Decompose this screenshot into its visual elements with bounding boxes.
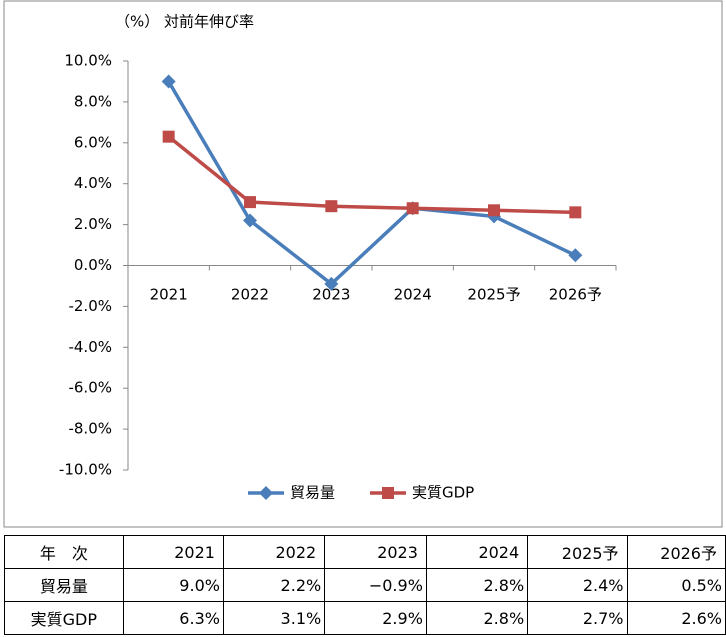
legend-label: 実質GDP — [412, 484, 474, 502]
data-table: 年 次 2021 2022 2023 2024 2025予 2026予 貿易量 9.0% 2.2%… — [4, 535, 726, 635]
table-cell: 6.3% — [122, 601, 224, 635]
y-tick-label: -10.0% — [59, 461, 112, 479]
x-tick-label: 2024 — [394, 286, 432, 304]
table-cell: 2023 — [324, 535, 427, 569]
table-cell: 2.4% — [527, 568, 628, 602]
x-tick-label: 2021 — [150, 286, 188, 304]
chart: （%） 対前年伸び率 10.0% 8.0% 6.0% 4.0% 2.0% 0.0% -2.0… — [3, 0, 723, 528]
table-row: 貿易量 9.0% 2.2% −0.9% 2.8% 2.4% 0.5% — [4, 568, 726, 602]
data-point — [244, 196, 256, 209]
y-tick-label: 6.0% — [74, 133, 112, 151]
y-tick-label: -6.0% — [68, 379, 112, 397]
table-cell: 貿易量 — [4, 568, 124, 602]
table-cell: 2.7% — [527, 601, 628, 635]
table-row: 実質GDP 6.3% 3.1% 2.9% 2.8% 2.7% 2.6% — [4, 601, 726, 635]
table-cell: 2.2% — [222, 568, 326, 602]
series-line — [167, 135, 576, 215]
data-point — [568, 248, 583, 263]
y-tick-label: -8.0% — [68, 420, 112, 438]
table-cell: −0.9% — [324, 568, 427, 602]
data-point — [488, 204, 500, 217]
chart-frame — [3, 0, 723, 528]
table-cell: 9.0% — [122, 568, 224, 602]
series-line — [167, 80, 577, 287]
table-cell: 0.5% — [626, 568, 726, 602]
table-cell: 2.8% — [425, 601, 529, 635]
y-tick-label: 4.0% — [74, 174, 112, 192]
x-tick-label: 2026予 — [549, 286, 602, 304]
table-row: 年 次 2021 2022 2023 2024 2025予 2026予 — [4, 535, 726, 569]
table-cell: 実質GDP — [4, 601, 124, 635]
data-point — [162, 130, 175, 143]
table-cell: 2025予 — [527, 535, 628, 569]
y-tick-label: 2.0% — [74, 215, 112, 233]
table-cell: 2024 — [425, 535, 529, 569]
y-tick-label: 8.0% — [74, 92, 112, 110]
table-cell: 3.1% — [222, 601, 326, 635]
y-tick-label: 10.0% — [64, 52, 112, 70]
legend-marker — [382, 487, 394, 499]
data-point — [161, 74, 176, 89]
y-tick-label: -4.0% — [68, 338, 112, 356]
y-axis-title: （%） 対前年伸び率 — [115, 13, 254, 31]
table-cell: 2.8% — [425, 568, 529, 602]
table-cell: 2021 — [122, 535, 224, 569]
x-tick-label: 2025予 — [467, 286, 520, 304]
table-cell: 2.6% — [626, 601, 726, 635]
x-tick-label: 2023 — [312, 286, 350, 304]
y-tick-label: -2.0% — [68, 297, 112, 315]
legend-label: 貿易量 — [290, 484, 335, 502]
data-point — [406, 202, 419, 215]
y-tick-label: 0.0% — [74, 256, 112, 274]
data-point — [569, 206, 582, 219]
table-cell: 年 次 — [4, 535, 124, 569]
table-cell: 2026予 — [626, 535, 726, 569]
legend-marker — [259, 486, 273, 500]
data-point — [243, 213, 257, 228]
data-point — [324, 276, 339, 291]
table-cell: 2.9% — [324, 601, 427, 635]
table-cell: 2022 — [222, 535, 326, 569]
data-point — [325, 200, 338, 213]
x-tick-label: 2022 — [231, 286, 269, 304]
